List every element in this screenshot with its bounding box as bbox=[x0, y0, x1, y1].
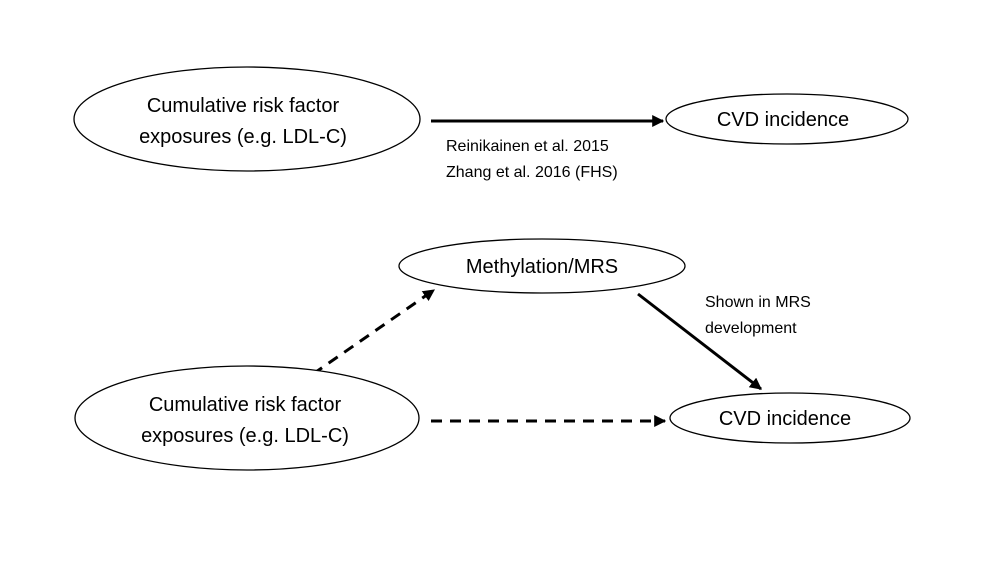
top-source-label-line1: Cumulative risk factor bbox=[147, 95, 340, 117]
bottom-target-ellipse bbox=[669, 392, 911, 444]
top-target-label: CVD incidence bbox=[717, 109, 849, 131]
bottom-source-node: Cumulative risk factor exposures (e.g. L… bbox=[74, 365, 420, 471]
bottom-diagram: Methylation/MRS Shown in MRS development… bbox=[74, 238, 911, 471]
top-target-ellipse bbox=[665, 93, 909, 145]
top-source-ellipse bbox=[73, 66, 421, 172]
bottom-target-label: CVD incidence bbox=[719, 408, 851, 430]
bottom-mediator-node: Methylation/MRS bbox=[398, 238, 686, 294]
top-source-label-line2: exposures (e.g. LDL-C) bbox=[139, 126, 347, 148]
bottom-target-node: CVD incidence bbox=[669, 392, 911, 444]
bottom-source-ellipse bbox=[74, 365, 420, 471]
bottom-edge-mediator-to-cvd bbox=[637, 292, 762, 391]
bottom-mediator-ellipse bbox=[398, 238, 686, 294]
top-diagram: Cumulative risk factor exposures (e.g. L… bbox=[73, 66, 909, 181]
bottom-source-label-line2: exposures (e.g. LDL-C) bbox=[141, 425, 349, 447]
top-target-node: CVD incidence bbox=[665, 93, 909, 145]
bottom-edge-note-1: Shown in MRS bbox=[705, 294, 811, 311]
top-citation-1: Reinikainen et al. 2015 bbox=[446, 138, 609, 155]
bottom-mediator-label: Methylation/MRS bbox=[466, 256, 618, 278]
top-citation-2: Zhang et al. 2016 (FHS) bbox=[446, 164, 618, 181]
bottom-source-label-line1: Cumulative risk factor bbox=[149, 394, 342, 416]
top-source-node: Cumulative risk factor exposures (e.g. L… bbox=[73, 66, 421, 172]
bottom-edge-exposure-to-mediator bbox=[312, 288, 435, 376]
bottom-edge-note-2: development bbox=[705, 320, 797, 337]
